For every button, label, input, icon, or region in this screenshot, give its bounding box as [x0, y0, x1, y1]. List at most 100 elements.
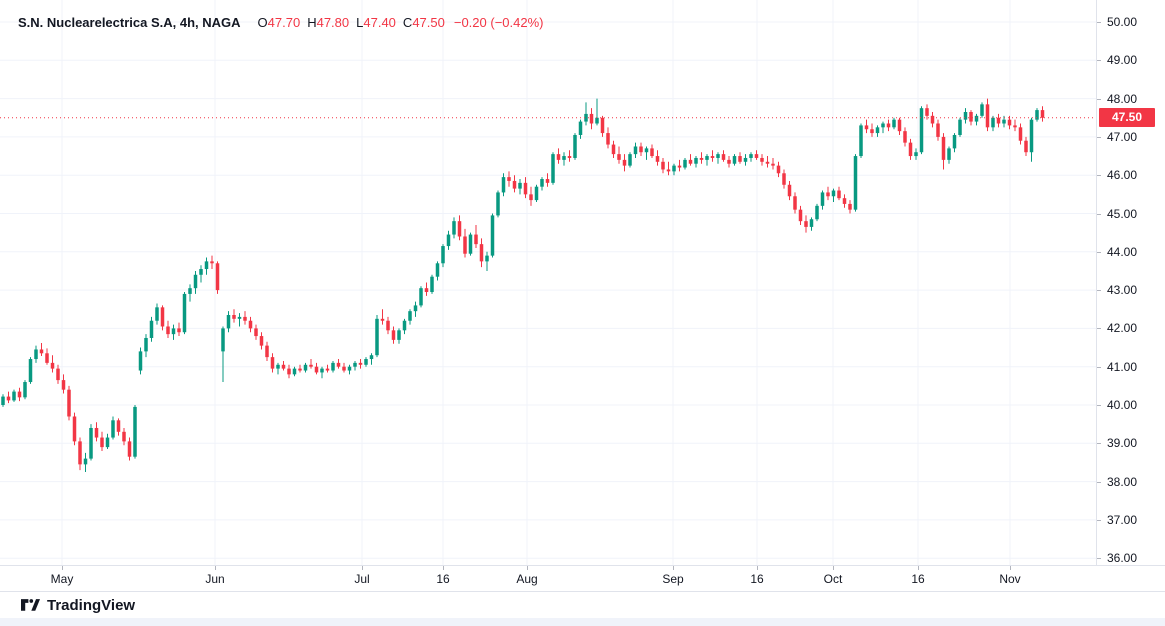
price-tick-mark: [1097, 481, 1101, 483]
candle-down: [380, 309, 385, 325]
candle-down: [386, 316, 390, 335]
candle-up: [485, 251, 489, 271]
candle-down: [50, 355, 55, 373]
candle-up: [402, 318, 407, 335]
candle-up: [34, 345, 38, 363]
price-tick-mark: [1097, 98, 1101, 100]
price-tick-label: 45.00: [1107, 206, 1138, 221]
candle-down: [655, 150, 660, 166]
candle-down: [804, 215, 808, 233]
time-tick-label: Jun: [205, 572, 225, 586]
candle-down: [67, 385, 71, 421]
candle-up: [705, 154, 709, 166]
candle-up: [1029, 117, 1034, 162]
candle-up: [144, 334, 148, 358]
candle-down: [617, 146, 621, 164]
candle-down: [848, 200, 852, 214]
candle-up: [105, 433, 110, 450]
price-tick-mark: [1097, 443, 1101, 445]
time-tick-mark: [673, 566, 674, 570]
candle-down: [842, 194, 847, 208]
candle-up: [859, 123, 863, 158]
price-tick-label: 36.00: [1107, 551, 1138, 566]
candle-up: [584, 102, 588, 126]
candle-down: [738, 152, 742, 164]
candle-up: [1, 394, 5, 407]
candle-up: [226, 311, 231, 333]
symbol-title[interactable]: S.N. Nuclearelectrica S.A, 4h, NAGA: [18, 15, 241, 30]
candle-down: [936, 119, 940, 141]
price-tick-label: 43.00: [1107, 283, 1138, 298]
candle-up: [23, 380, 27, 400]
candle-up: [83, 452, 88, 473]
tradingview-logo[interactable]: TradingView: [21, 597, 135, 614]
candle-up: [193, 270, 198, 294]
candle-up: [980, 102, 984, 118]
candle-down: [325, 364, 330, 373]
price-tick-mark: [1097, 290, 1101, 292]
price-tick-label: 50.00: [1107, 15, 1138, 29]
candle-up: [364, 357, 368, 367]
candle-down: [232, 309, 236, 323]
price-axis[interactable]: 47.50 50.00 49.00 48.00 47.00 46.00 45.00 44.0…: [1096, 0, 1165, 592]
candle-up: [320, 366, 324, 379]
candle-up: [441, 244, 445, 268]
candle-down: [1013, 119, 1017, 132]
candle-up: [496, 190, 500, 218]
candle-up: [182, 292, 187, 335]
candle-down: [985, 98, 990, 132]
time-tick-mark: [62, 566, 63, 570]
candle-up: [435, 261, 440, 281]
tradingview-logo-icon: [21, 599, 40, 611]
candle-down: [116, 418, 121, 436]
time-tick-label: Nov: [999, 572, 1021, 586]
time-tick-label: Sep: [662, 572, 684, 586]
candle-up: [369, 353, 374, 365]
candle-up: [694, 156, 698, 168]
candle-up: [12, 389, 16, 402]
candle-up: [375, 314, 379, 358]
candle-down: [457, 215, 462, 241]
candle-down: [721, 150, 726, 162]
candle-up: [111, 416, 115, 440]
candle-down: [265, 341, 269, 361]
candle-down: [72, 412, 77, 446]
candle-up: [551, 152, 555, 185]
candle-down: [298, 364, 302, 373]
candle-down: [358, 359, 363, 369]
candle-up: [199, 265, 203, 283]
candle-down: [254, 324, 258, 340]
candle-up: [221, 326, 225, 383]
candle-down: [782, 169, 786, 189]
candle-down: [727, 156, 731, 168]
candle-up: [749, 152, 753, 162]
price-tick-label: 37.00: [1107, 512, 1138, 527]
candle-up: [419, 286, 423, 308]
chart-pane[interactable]: [0, 0, 1096, 565]
candle-up: [292, 366, 297, 377]
price-tick-label: 46.00: [1107, 168, 1138, 183]
candle-up: [853, 154, 858, 212]
time-tick-label: Jul: [354, 572, 370, 586]
candle-up: [276, 362, 280, 375]
candle-up: [430, 274, 434, 294]
candle-up: [501, 173, 506, 197]
candle-up: [452, 217, 456, 239]
time-tick-label: 16: [911, 572, 925, 586]
high-label: H: [307, 15, 317, 30]
candle-up: [347, 364, 352, 375]
candle-down: [639, 142, 643, 157]
candle-up: [633, 142, 638, 158]
candle-down: [754, 150, 759, 160]
candle-up: [155, 303, 159, 325]
candle-down: [314, 362, 319, 375]
candle-down: [798, 205, 803, 225]
candle-down: [771, 157, 775, 170]
candle-up: [518, 179, 522, 195]
candle-down: [677, 159, 682, 172]
price-tick-label: 48.00: [1107, 91, 1138, 106]
time-tick-label: Oct: [823, 572, 843, 586]
candle-down: [567, 150, 572, 162]
time-axis[interactable]: May Jun Jul 16 Aug Sep 16 Oct 16 Nov: [0, 565, 1165, 592]
